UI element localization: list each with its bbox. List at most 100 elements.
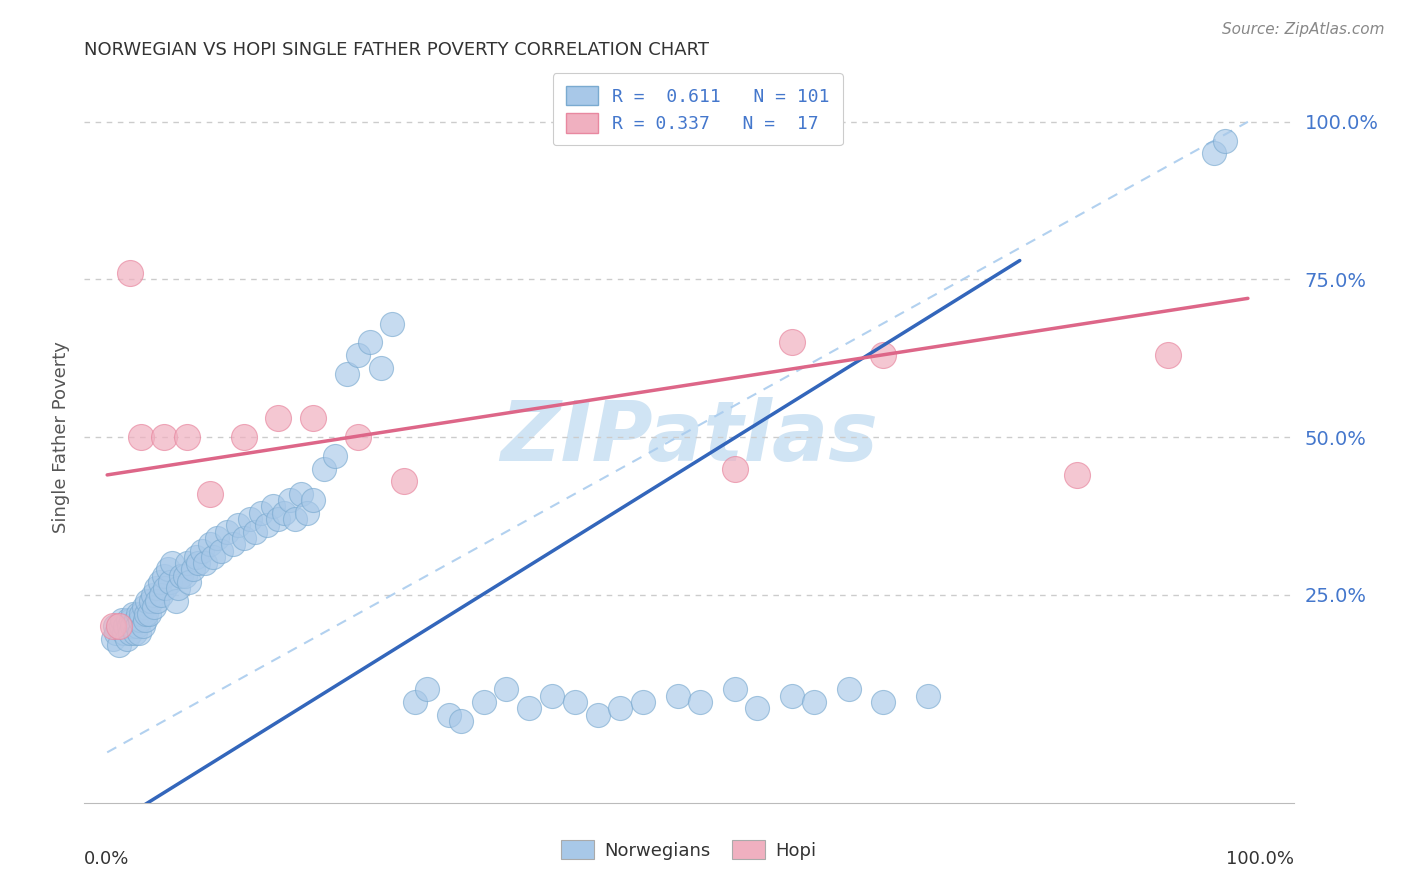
Point xyxy=(125,613,148,627)
Point xyxy=(245,524,267,539)
Point xyxy=(194,556,217,570)
Point xyxy=(110,619,132,633)
Point xyxy=(392,474,415,488)
Point xyxy=(267,512,290,526)
Point xyxy=(115,632,138,646)
Point xyxy=(132,600,155,615)
Point xyxy=(118,625,141,640)
Point xyxy=(114,619,136,633)
Point xyxy=(107,619,129,633)
Point xyxy=(404,695,426,709)
Point xyxy=(381,317,404,331)
Point xyxy=(128,625,150,640)
Point xyxy=(107,638,129,652)
Point xyxy=(450,714,472,728)
Point xyxy=(633,695,655,709)
Point xyxy=(145,582,167,596)
Point xyxy=(125,619,148,633)
Point xyxy=(120,613,142,627)
Text: 100.0%: 100.0% xyxy=(1226,850,1294,868)
Point xyxy=(129,613,152,627)
Point xyxy=(191,543,214,558)
Text: ZIPatlas: ZIPatlas xyxy=(501,397,877,477)
Point xyxy=(347,430,370,444)
Point xyxy=(131,607,153,621)
Point xyxy=(221,537,243,551)
Point xyxy=(472,695,495,709)
Point xyxy=(290,487,312,501)
Point xyxy=(209,543,232,558)
Point xyxy=(112,625,135,640)
Point xyxy=(149,575,172,590)
Point xyxy=(284,512,307,526)
Point xyxy=(105,625,128,640)
Point xyxy=(278,493,301,508)
Point xyxy=(872,348,894,362)
Point xyxy=(495,682,517,697)
Point xyxy=(198,487,221,501)
Point xyxy=(233,430,256,444)
Point xyxy=(917,689,939,703)
Y-axis label: Single Father Poverty: Single Father Poverty xyxy=(52,341,70,533)
Point xyxy=(228,518,250,533)
Point xyxy=(723,682,745,697)
Point xyxy=(312,461,335,475)
Point xyxy=(165,594,187,608)
Point xyxy=(564,695,586,709)
Point xyxy=(295,506,318,520)
Point xyxy=(301,493,323,508)
Point xyxy=(541,689,564,703)
Point xyxy=(173,569,195,583)
Point xyxy=(239,512,262,526)
Point xyxy=(111,613,134,627)
Point xyxy=(838,682,860,697)
Point xyxy=(267,411,290,425)
Point xyxy=(127,607,149,621)
Point xyxy=(181,562,204,576)
Point xyxy=(121,619,143,633)
Point xyxy=(250,506,273,520)
Point xyxy=(1157,348,1180,362)
Point xyxy=(155,582,177,596)
Point xyxy=(156,562,179,576)
Point xyxy=(136,594,159,608)
Point xyxy=(336,367,359,381)
Point xyxy=(586,707,609,722)
Point xyxy=(517,701,540,715)
Point xyxy=(666,689,689,703)
Point xyxy=(202,549,225,564)
Point xyxy=(747,701,769,715)
Point xyxy=(176,556,198,570)
Point xyxy=(1202,146,1225,161)
Point xyxy=(142,588,165,602)
Point xyxy=(146,594,169,608)
Point xyxy=(256,518,278,533)
Point xyxy=(415,682,437,697)
Point xyxy=(153,569,176,583)
Point xyxy=(179,575,201,590)
Point xyxy=(149,588,172,602)
Point xyxy=(176,430,198,444)
Point xyxy=(138,607,160,621)
Point xyxy=(689,695,711,709)
Point xyxy=(370,360,392,375)
Point xyxy=(262,500,284,514)
Point xyxy=(104,619,127,633)
Point xyxy=(101,619,124,633)
Point xyxy=(170,569,193,583)
Point xyxy=(301,411,323,425)
Point xyxy=(186,549,208,564)
Point xyxy=(131,430,153,444)
Point xyxy=(187,556,209,570)
Point xyxy=(167,582,190,596)
Point xyxy=(122,607,145,621)
Point xyxy=(803,695,825,709)
Point xyxy=(117,613,139,627)
Text: Source: ZipAtlas.com: Source: ZipAtlas.com xyxy=(1222,22,1385,37)
Point xyxy=(723,461,745,475)
Point xyxy=(609,701,631,715)
Point xyxy=(135,607,157,621)
Text: 0.0%: 0.0% xyxy=(84,850,129,868)
Point xyxy=(142,600,165,615)
Point xyxy=(780,335,803,350)
